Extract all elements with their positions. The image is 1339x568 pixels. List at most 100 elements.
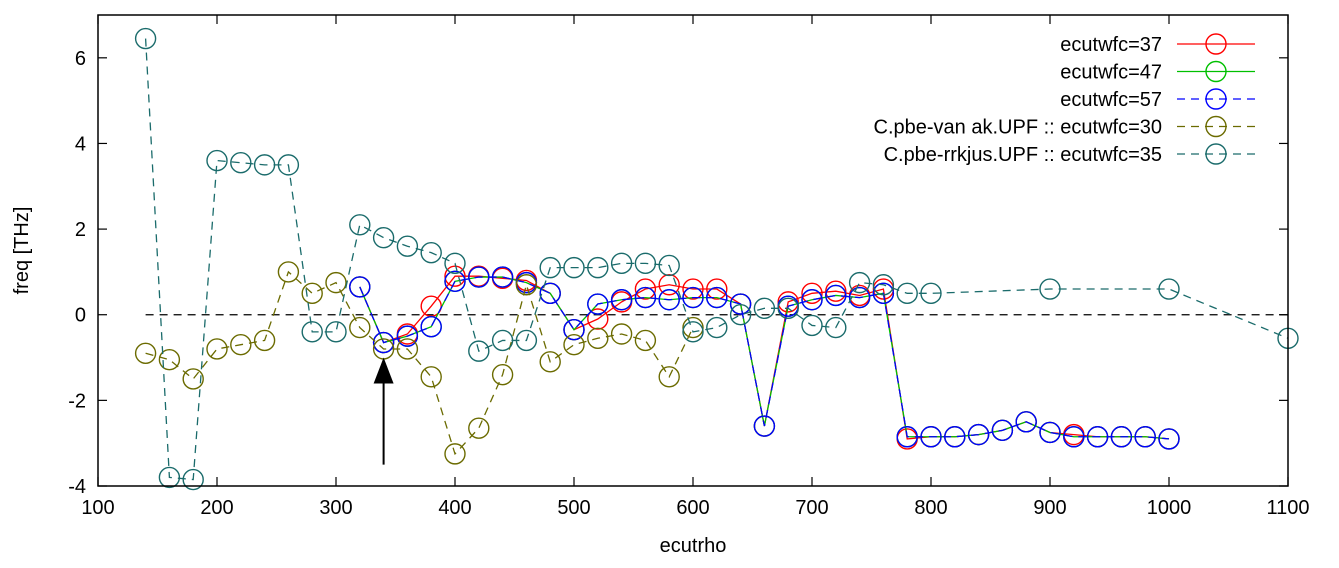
data-point — [682, 316, 704, 339]
data-point — [753, 297, 776, 320]
data-point — [587, 327, 609, 349]
data-point — [825, 280, 847, 302]
data-point — [658, 366, 680, 388]
series-line — [145, 270, 694, 456]
data-point — [468, 417, 490, 439]
data-point — [468, 340, 490, 362]
series-5 — [134, 27, 1299, 491]
x-tick-label: 700 — [795, 497, 828, 519]
data-point — [848, 286, 871, 309]
legend-marker — [1205, 33, 1227, 55]
data-point — [587, 308, 609, 330]
data-point — [491, 266, 514, 288]
data-point — [825, 284, 847, 307]
tick-layer: 100 200 300 400 500 600 700 800 900 1000 1100 -4 -2 0… — [68, 15, 1310, 519]
data-point — [372, 226, 395, 249]
y-tick-label: 6 — [75, 48, 86, 70]
data-point — [682, 321, 704, 343]
y-axis-label: freq [THz] — [11, 207, 33, 295]
data-point — [872, 274, 895, 296]
data-point — [706, 286, 728, 309]
legend-label: C.pbe-van ak.UPF :: ecutwfc=30 — [874, 117, 1162, 139]
data-point — [682, 286, 704, 309]
data-point — [206, 149, 228, 172]
data-point — [1110, 426, 1133, 448]
data-point — [1158, 278, 1180, 300]
data-point — [134, 27, 157, 50]
data-point — [587, 256, 609, 279]
data-point — [1015, 411, 1037, 433]
series-3 — [349, 266, 1180, 450]
data-point — [325, 321, 347, 343]
series-4 — [134, 261, 704, 465]
data-point — [1134, 426, 1156, 448]
x-tick-label: 300 — [319, 497, 352, 519]
data-point — [634, 329, 657, 352]
x-tick-label: 100 — [81, 497, 114, 519]
data-point — [158, 348, 181, 371]
data-point — [396, 235, 419, 257]
y-tick-label: -2 — [68, 390, 86, 412]
legend-label: ecutwfc=57 — [1060, 89, 1162, 111]
data-point — [777, 291, 799, 313]
data-point — [967, 423, 990, 446]
data-point — [872, 282, 895, 305]
data-point — [539, 351, 561, 373]
x-tick-label: 1000 — [1147, 497, 1192, 519]
data-point — [1158, 428, 1180, 450]
series-line — [359, 276, 1170, 440]
x-tick-label: 200 — [200, 497, 233, 519]
x-tick-label: 800 — [914, 497, 947, 519]
legend-marker — [1205, 143, 1227, 165]
legend-marker — [1205, 115, 1227, 138]
data-point — [158, 466, 181, 489]
data-point — [491, 363, 514, 386]
data-point — [634, 252, 657, 275]
data-point — [372, 331, 395, 354]
data-point — [920, 426, 942, 448]
data-point — [515, 274, 538, 296]
data-point — [277, 154, 300, 176]
data-point — [801, 282, 823, 305]
legend-marker — [1205, 88, 1227, 110]
data-point — [420, 241, 442, 264]
legend-label: C.pbe-rrkjus.UPF :: ecutwfc=35 — [884, 144, 1162, 166]
data-point — [515, 329, 538, 352]
data-point — [396, 338, 419, 360]
data-point — [325, 271, 347, 294]
data-point — [944, 426, 966, 448]
data-point — [563, 319, 585, 341]
data-point — [753, 415, 776, 437]
data-point — [848, 271, 871, 294]
data-point — [1086, 426, 1109, 448]
data-point — [801, 289, 823, 311]
data-point — [468, 266, 490, 288]
data-point — [349, 276, 371, 298]
x-tick-label: 400 — [438, 497, 471, 519]
data-point — [587, 293, 609, 315]
data-point — [658, 254, 680, 277]
data-point — [134, 342, 157, 364]
legend: ecutwfc=37 ecutwfc=47 ecutwfc=57 C.pbe-van … — [874, 33, 1255, 166]
data-point — [182, 368, 204, 390]
x-tick-label: 900 — [1033, 497, 1066, 519]
data-point — [182, 468, 204, 491]
series-2 — [349, 266, 1180, 450]
x-tick-label: 500 — [557, 497, 590, 519]
legend-label: ecutwfc=37 — [1060, 34, 1162, 56]
data-point — [1039, 421, 1061, 444]
data-point — [491, 329, 514, 352]
data-point — [444, 443, 466, 465]
data-point — [1039, 278, 1061, 300]
series-line — [359, 275, 1170, 440]
series-layer — [134, 27, 1299, 491]
data-point — [801, 314, 823, 337]
data-point — [420, 316, 442, 338]
data-point — [539, 256, 561, 279]
legend-marker — [1205, 60, 1227, 83]
series-1 — [349, 265, 1180, 450]
x-tick-label: 600 — [676, 497, 709, 519]
data-point — [658, 289, 680, 311]
data-point — [444, 270, 466, 293]
